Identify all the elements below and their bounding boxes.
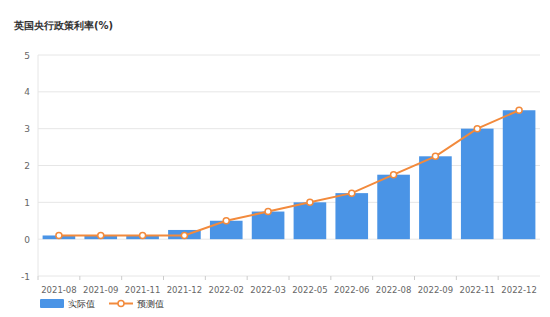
y-tick-label: -1 <box>21 272 30 282</box>
bar <box>503 110 536 239</box>
legend-marker <box>118 301 124 307</box>
x-tick-label: 2022-06 <box>334 285 370 295</box>
line-marker <box>391 172 397 178</box>
x-tick-label: 2022-09 <box>418 285 454 295</box>
legend-label: 实际值 <box>68 299 95 309</box>
legend-label: 预测值 <box>137 299 164 309</box>
line-marker <box>265 209 271 215</box>
x-tick-label: 2022-11 <box>459 285 495 295</box>
x-tick <box>38 276 39 280</box>
y-axis-line <box>38 55 39 276</box>
line-marker <box>140 232 146 238</box>
title: 英国央行政策利率(%) <box>13 20 113 31</box>
y-tick-label: 0 <box>24 235 30 245</box>
chart: 英国央行政策利率(%) -1 0 1 2 3 4 5 2021-08 2021-09 2021-11… <box>0 0 550 317</box>
x-tick <box>247 276 248 280</box>
line-marker <box>223 218 229 224</box>
marks <box>43 107 536 239</box>
line-marker <box>432 153 438 159</box>
x-tick-label: 2021-12 <box>167 285 203 295</box>
bar <box>377 175 410 239</box>
x-tick <box>414 276 415 280</box>
x-tick <box>289 276 290 280</box>
grid-line <box>38 55 540 56</box>
legend-swatch <box>40 299 64 308</box>
bar <box>461 129 494 240</box>
x-tick-label: 2022-03 <box>250 285 286 295</box>
x-tick <box>121 276 122 280</box>
line-marker <box>516 107 522 113</box>
line-marker <box>181 232 187 238</box>
y-tick-label: 3 <box>24 124 30 134</box>
x-tick-label: 2022-05 <box>292 285 328 295</box>
y-tick-label: 5 <box>24 51 30 61</box>
line-marker <box>474 126 480 132</box>
x-tick-label: 2021-11 <box>125 285 161 295</box>
x-tick <box>163 276 164 280</box>
y-tick-label: 2 <box>24 161 30 171</box>
bar <box>252 212 285 240</box>
line-marker <box>98 232 104 238</box>
line-marker <box>56 232 62 238</box>
grid-line <box>38 91 540 92</box>
x-tick <box>205 276 206 280</box>
x-tick <box>456 276 457 280</box>
line-marker <box>307 199 313 205</box>
bar <box>294 202 327 239</box>
x-tick-label: 2022-08 <box>376 285 412 295</box>
x-tick-label: 2022-12 <box>501 285 537 295</box>
x-tick <box>372 276 373 280</box>
x-tick-label: 2021-08 <box>41 285 77 295</box>
bar <box>335 193 368 239</box>
line-marker <box>349 190 355 196</box>
line <box>59 110 519 235</box>
x-tick-label: 2022-02 <box>208 285 244 295</box>
x-tick-label: 2021-09 <box>83 285 119 295</box>
x-tick <box>330 276 331 280</box>
x-tick <box>498 276 499 280</box>
y-tick-label: 4 <box>24 87 30 97</box>
bar <box>419 156 452 239</box>
x-tick <box>79 276 80 280</box>
y-tick-label: 1 <box>24 198 30 208</box>
